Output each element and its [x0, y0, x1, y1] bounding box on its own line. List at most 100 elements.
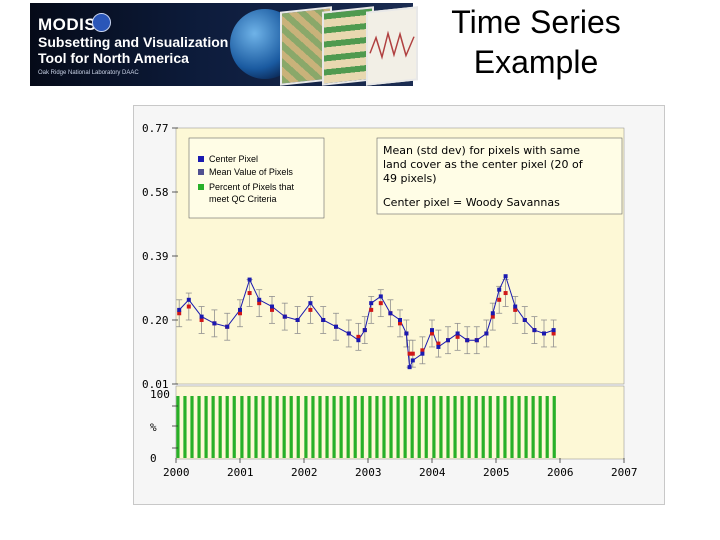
mean-point	[247, 291, 252, 296]
qc-bar	[552, 396, 556, 458]
mean-point	[177, 311, 182, 316]
slide-title-line-1: Time Series	[451, 4, 621, 40]
center-point	[484, 331, 489, 336]
timeseries-panel-image	[366, 6, 418, 86]
modis-logo-text: MODIS	[38, 15, 97, 34]
qc-bar	[325, 396, 329, 458]
mean-point	[407, 351, 412, 356]
qc-bar	[481, 396, 485, 458]
x-tick-label: 2003	[355, 466, 382, 479]
mean-point	[270, 307, 274, 312]
qc-bar	[510, 396, 514, 458]
mean-point	[257, 301, 262, 306]
mean-point	[490, 314, 495, 319]
mean-point	[455, 334, 460, 339]
qc-bar	[368, 396, 372, 458]
qc-bar	[218, 396, 222, 458]
x-tick-label: 2007	[611, 466, 638, 479]
x-axis: 2000 2001 2002 2003 2004 2005 2006 2007	[163, 458, 638, 479]
qc-bar	[353, 396, 357, 458]
qc-bar	[360, 396, 364, 458]
center-point	[177, 307, 182, 312]
qc-bar	[382, 396, 386, 458]
qc-bar	[410, 396, 414, 458]
qc-bar	[240, 396, 244, 458]
legend-label-center: Center Pixel	[209, 154, 258, 164]
qc-bar	[524, 396, 528, 458]
center-points	[177, 274, 556, 370]
qc-bar	[289, 396, 293, 458]
y-axis: 0.01 0.20 0.39 0.58 0.77	[142, 122, 178, 391]
qc-bar	[453, 396, 457, 458]
y-tick-label: 0.39	[142, 250, 169, 263]
qc-bar	[496, 396, 500, 458]
annotation-line-2: land cover as the center pixel (20 of	[383, 158, 584, 171]
qc-bar	[439, 396, 443, 458]
center-point	[446, 338, 450, 343]
qc-bar	[268, 396, 272, 458]
time-series-chart: 0.010.200.390.580.77 2000 2001 2002 2003 200…	[142, 122, 638, 479]
center-point	[257, 297, 262, 302]
center-point	[282, 314, 287, 319]
center-point	[430, 328, 434, 333]
slide-title-line-2: Example	[473, 44, 599, 80]
series-lines	[178, 274, 554, 370]
mean-point	[308, 307, 313, 312]
qc-bar	[432, 396, 436, 458]
x-tick-label: 2006	[547, 466, 574, 479]
mean-point	[356, 334, 361, 339]
percent-axis: 100% 0	[150, 388, 178, 465]
qc-bar	[460, 396, 464, 458]
qc-bar	[275, 396, 279, 458]
center-point	[455, 331, 460, 336]
center-point	[490, 311, 495, 316]
qc-bar	[424, 396, 428, 458]
center-point	[404, 331, 409, 336]
legend-swatch-center	[198, 156, 204, 162]
qc-bar	[225, 396, 229, 458]
legend-swatch-qc	[198, 184, 204, 190]
qc-bar	[204, 396, 208, 458]
center-point	[410, 358, 415, 363]
qc-bar	[332, 396, 336, 458]
center-point	[362, 328, 367, 333]
center-point	[199, 314, 204, 319]
center-point	[407, 365, 412, 370]
legend-label-mean: Mean Value of Pixels	[209, 167, 293, 177]
qc-plot-area	[175, 385, 625, 460]
center-point	[334, 324, 338, 329]
x-tick-label: 2005	[483, 466, 510, 479]
legend-label-qc-2: meet QC Criteria	[209, 194, 277, 204]
qc-bar	[232, 396, 236, 458]
mean-point	[420, 348, 425, 353]
center-point	[247, 277, 252, 282]
qc-bar	[261, 396, 265, 458]
qc-bar	[403, 396, 407, 458]
qc-bar	[197, 396, 201, 458]
center-point	[295, 318, 300, 322]
center-point	[551, 328, 556, 333]
center-point	[522, 318, 527, 322]
y-tick-label: 0.01	[142, 378, 169, 391]
center-point	[420, 351, 425, 356]
qc-bar	[503, 396, 507, 458]
percent-tick-label: %	[150, 421, 157, 434]
center-point	[436, 344, 441, 349]
center-point	[225, 324, 230, 329]
qc-bar	[545, 396, 549, 458]
annotation-line-1: Mean (std dev) for pixels with same	[383, 144, 580, 157]
center-pixel-line	[178, 274, 554, 370]
mean-point	[513, 307, 518, 312]
qc-bar	[190, 396, 194, 458]
qc-bar	[488, 396, 492, 458]
legend: Center Pixel Mean Value of Pixels Percen…	[188, 137, 325, 219]
qc-bar	[339, 396, 343, 458]
center-point	[308, 301, 313, 306]
annotation-line-4: Center pixel = Woody Savannas	[383, 196, 560, 209]
qc-bar	[183, 396, 187, 458]
nasa-logo-icon	[92, 13, 111, 32]
legend-label-qc-1: Percent of Pixels that	[209, 182, 295, 192]
mean-point	[186, 304, 191, 309]
legend-swatch-mean	[198, 169, 204, 175]
center-point	[356, 338, 361, 343]
